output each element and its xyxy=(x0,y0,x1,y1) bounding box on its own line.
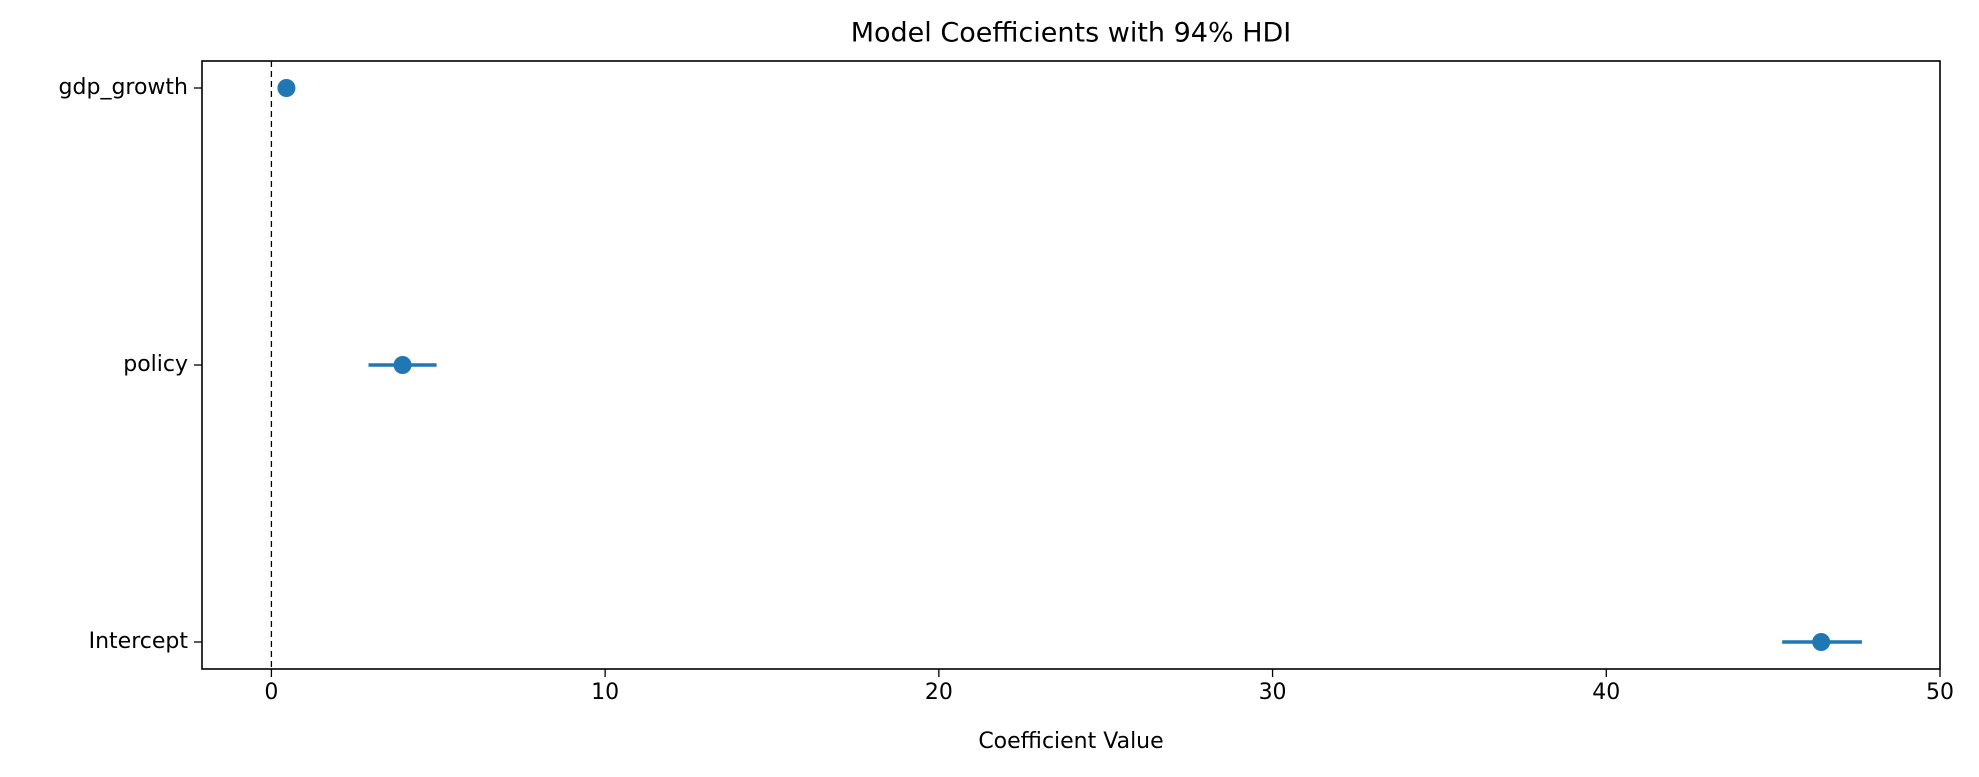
point-estimate xyxy=(1812,633,1831,651)
x-tick-label: 20 xyxy=(925,680,953,705)
y-tick-label: policy xyxy=(123,352,188,377)
plot-frame xyxy=(201,60,1941,670)
x-tick-label: 30 xyxy=(1259,680,1287,705)
y-tick-label: Intercept xyxy=(89,629,189,654)
x-axis-label: Coefficient Value xyxy=(978,729,1163,754)
x-tick-label: 50 xyxy=(1926,680,1954,705)
point-estimate xyxy=(277,79,296,97)
point-estimate xyxy=(393,356,412,374)
x-tick-label: 40 xyxy=(1592,680,1620,705)
y-tick-label: gdp_growth xyxy=(59,75,188,100)
chart-title: Model Coefficients with 94% HDI xyxy=(851,18,1292,49)
x-tick-label: 0 xyxy=(264,680,278,705)
x-tick-label: 10 xyxy=(591,680,619,705)
